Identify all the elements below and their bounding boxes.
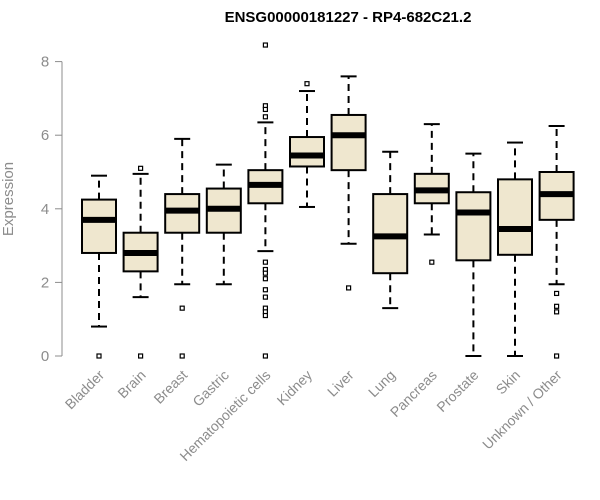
outlier-point — [553, 290, 560, 297]
iqr-box — [497, 178, 533, 256]
outlier-point — [304, 81, 310, 87]
y-tick-label: 0 — [41, 348, 49, 365]
outlier-point — [262, 312, 268, 319]
box-brain — [122, 165, 159, 359]
outlier-point — [262, 270, 268, 276]
outlier-point — [553, 303, 560, 309]
box-liver — [330, 75, 367, 291]
x-tick-label: Liver — [324, 367, 357, 400]
outlier-point — [179, 353, 185, 359]
box-skin — [497, 141, 533, 357]
iqr-box — [330, 113, 367, 172]
outlier-point — [262, 114, 268, 120]
x-tick-label: Skin — [493, 367, 524, 398]
outlier-point — [262, 294, 268, 300]
outlier-point — [262, 287, 268, 293]
iqr-box — [289, 136, 325, 168]
y-tick-label: 2 — [41, 274, 49, 291]
outlier-point — [262, 106, 268, 113]
box-series — [81, 42, 575, 359]
y-axis: 0 2 4 6 8 — [41, 54, 63, 365]
box-unknown-other — [538, 125, 575, 359]
outlier-point — [262, 42, 268, 48]
box-bladder — [81, 174, 117, 359]
outlier-point — [553, 353, 560, 359]
x-tick-label: Brain — [114, 367, 148, 401]
y-tick-label: 6 — [41, 127, 49, 144]
y-axis-label: Expression — [0, 162, 17, 236]
outlier-point — [96, 353, 102, 359]
chart-title: ENSG00000181227 - RP4-682C21.2 — [225, 9, 472, 26]
box-hematopoietic-cells — [247, 42, 284, 359]
x-tick-label: Lung — [365, 367, 398, 400]
x-tick-label: Unknown / Other — [479, 367, 565, 453]
box-prostate — [455, 152, 492, 357]
box-gastric — [205, 163, 242, 286]
x-tick-label: Kidney — [274, 367, 316, 409]
box-kidney — [289, 81, 325, 208]
outlier-point — [262, 353, 268, 359]
iqr-box — [455, 191, 492, 262]
outlier-point — [429, 259, 435, 265]
x-tick-label: Breast — [150, 367, 190, 407]
x-tick-label: Prostate — [433, 367, 481, 415]
box-pancreas — [413, 123, 450, 265]
outlier-point — [262, 259, 268, 265]
y-tick-label: 4 — [41, 201, 49, 218]
iqr-box — [81, 198, 117, 254]
outlier-point — [346, 285, 352, 291]
box-breast — [164, 137, 201, 359]
outlier-point — [138, 165, 144, 171]
outlier-point — [553, 309, 560, 315]
x-tick-label: Bladder — [62, 367, 108, 413]
outlier-point — [179, 305, 185, 311]
box-lung — [372, 150, 409, 310]
outlier-point — [262, 276, 268, 282]
y-tick-label: 8 — [41, 54, 49, 71]
outlier-point — [138, 353, 144, 359]
